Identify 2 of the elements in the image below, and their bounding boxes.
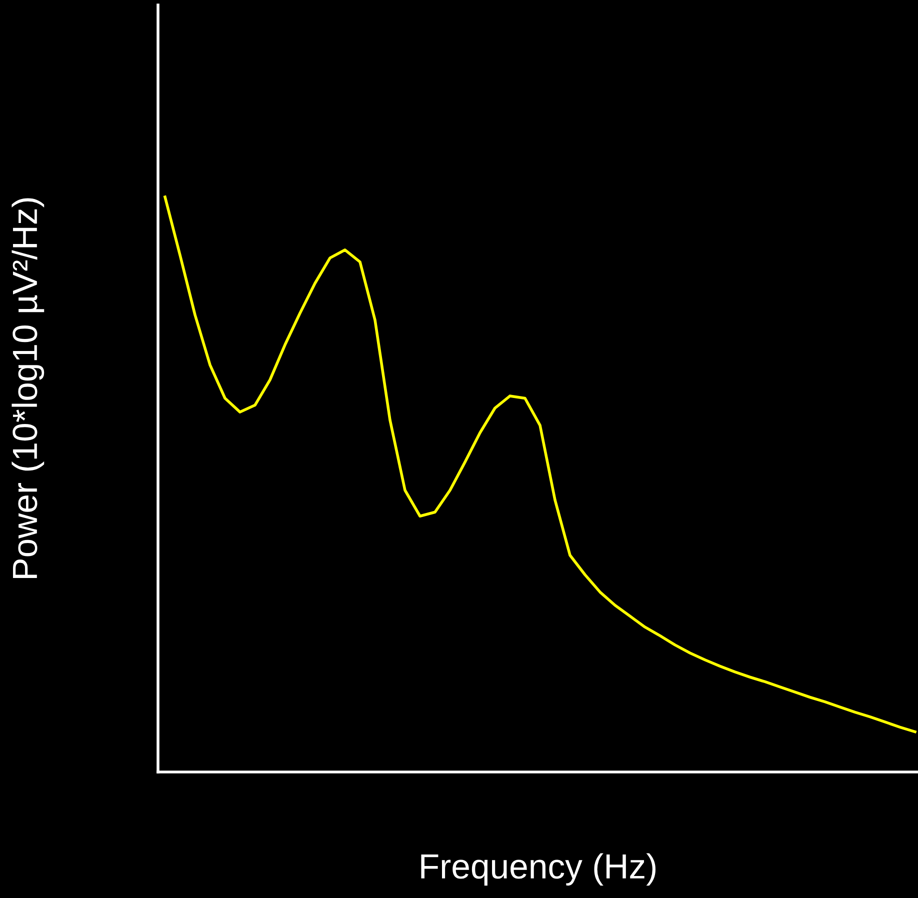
y-axis-title: Power (10*log10 µV²/Hz)	[12, 198, 44, 578]
x-axis-title: Frequency (Hz)	[421, 853, 656, 886]
